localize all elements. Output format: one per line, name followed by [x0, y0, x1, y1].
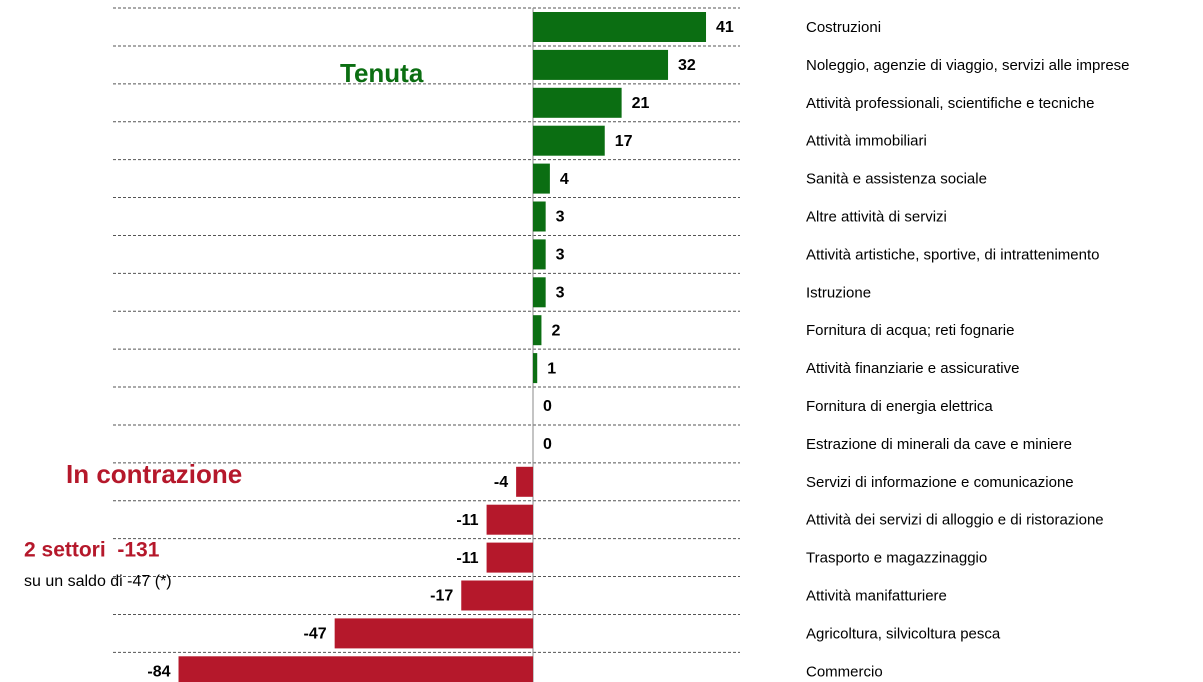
category-label: Servizi di informazione e comunicazione: [806, 474, 1074, 491]
bar: [486, 504, 533, 535]
bar: [533, 239, 546, 270]
value-label: 17: [615, 133, 633, 150]
category-label: Attività manifatturiere: [806, 587, 947, 604]
bar: [461, 580, 533, 611]
value-label: -84: [147, 664, 170, 681]
value-label: -11: [456, 512, 478, 529]
category-label: Noleggio, agenzie di viaggio, servizi al…: [806, 57, 1130, 74]
value-label: 21: [632, 95, 650, 112]
category-label: Attività artistiche, sportive, di intrat…: [806, 246, 1099, 263]
bar: [533, 201, 546, 232]
annotation: 2 settori -131: [24, 539, 160, 562]
value-label: 41: [716, 19, 734, 36]
bar: [533, 12, 707, 42]
category-label: Attività dei servizi di alloggio e di ri…: [806, 512, 1104, 529]
category-label: Estrazione di minerali da cave e miniere: [806, 436, 1072, 453]
category-label: Attività finanziarie e assicurative: [806, 360, 1019, 377]
value-label: 0: [543, 398, 552, 415]
value-label: 2: [551, 322, 560, 339]
bar: [533, 277, 546, 308]
value-label: 3: [556, 285, 565, 302]
category-label: Sanità e assistenza sociale: [806, 171, 987, 188]
bar: [486, 542, 533, 573]
bar: [516, 466, 533, 497]
value-label: 32: [678, 57, 696, 74]
category-label: Attività immobiliari: [806, 133, 927, 150]
bar: [533, 49, 669, 80]
category-label: Altre attività di servizi: [806, 208, 947, 225]
value-label: 0: [543, 436, 552, 453]
bar: [533, 87, 622, 118]
value-label: 3: [556, 247, 565, 264]
category-label: Fornitura di acqua; reti fognarie: [806, 322, 1014, 339]
bar: [533, 125, 605, 156]
category-label: Agricoltura, silvicoltura pesca: [806, 625, 1001, 642]
bar: [334, 618, 533, 649]
annotation: In contrazione: [66, 459, 242, 489]
category-label: Costruzioni: [806, 19, 881, 36]
category-label: Attività professionali, scientifiche e t…: [806, 95, 1094, 112]
bar: [533, 163, 550, 194]
category-label: Istruzione: [806, 284, 871, 301]
bar: [533, 353, 538, 384]
value-label: -47: [304, 626, 327, 643]
bar: [533, 315, 542, 346]
value-label: 4: [560, 171, 569, 188]
value-label: -17: [430, 588, 453, 605]
annotation: su un saldo di -47 (*): [24, 573, 172, 590]
value-label: -4: [494, 474, 508, 491]
value-label: 1: [547, 360, 556, 377]
value-label: -11: [456, 550, 478, 567]
category-label: Trasporto e magazzinaggio: [806, 550, 987, 567]
bar: [178, 656, 533, 682]
category-label: Commercio: [806, 663, 883, 680]
annotation: Tenuta: [340, 58, 424, 88]
value-label: 3: [556, 209, 565, 226]
category-label: Fornitura di energia elettrica: [806, 398, 993, 415]
